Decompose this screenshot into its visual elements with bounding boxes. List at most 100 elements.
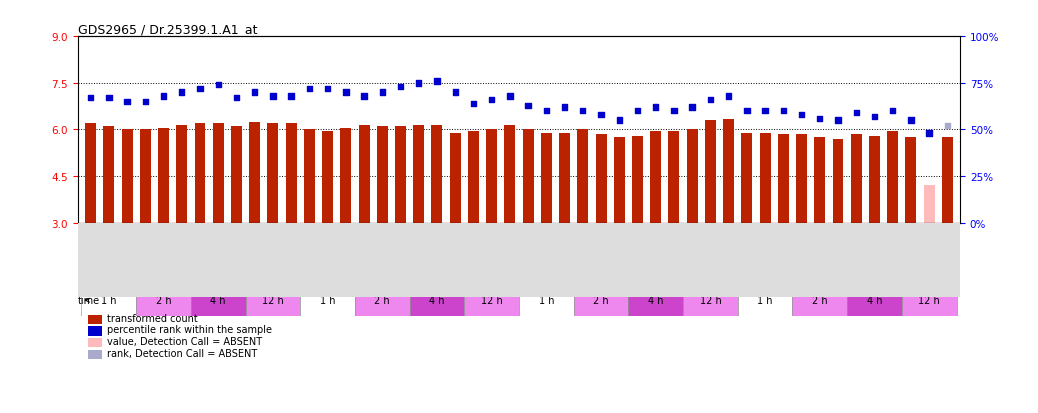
Bar	[85, 124, 97, 223]
Text: 2 h: 2 h	[594, 295, 609, 306]
Bar	[792, 285, 847, 316]
Point	[101, 95, 117, 102]
Point	[228, 95, 245, 102]
Text: rank, Detection Call = ABSENT: rank, Detection Call = ABSENT	[107, 348, 257, 358]
Text: GDS2965 / Dr.25399.1.A1_at: GDS2965 / Dr.25399.1.A1_at	[78, 23, 257, 36]
Bar	[668, 132, 680, 223]
Bar	[683, 285, 738, 316]
Point	[82, 95, 99, 102]
Bar	[905, 138, 917, 223]
Bar	[777, 135, 789, 223]
Point	[812, 116, 828, 122]
Text: percentile rank within the sample: percentile rank within the sample	[107, 325, 272, 335]
Bar	[304, 130, 315, 223]
Bar	[760, 133, 770, 223]
Point	[556, 104, 573, 111]
Bar	[191, 285, 246, 316]
Bar	[322, 132, 333, 223]
Bar	[705, 121, 716, 223]
Point	[210, 82, 226, 89]
Bar	[377, 127, 388, 223]
Text: 4 h: 4 h	[648, 295, 663, 306]
Text: TCDD: TCDD	[832, 264, 862, 275]
Text: 4 h: 4 h	[211, 295, 226, 306]
Point	[921, 131, 937, 137]
Point	[282, 93, 299, 100]
Point	[757, 108, 773, 115]
Bar	[687, 130, 698, 223]
Text: control for TCDD: control for TCDD	[585, 264, 672, 275]
Bar	[486, 130, 497, 223]
Point	[775, 108, 792, 115]
Bar	[395, 127, 406, 223]
Bar	[815, 138, 825, 223]
Point	[574, 108, 591, 115]
Point	[246, 90, 263, 96]
Bar	[432, 126, 442, 223]
Point	[739, 108, 756, 115]
Point	[939, 123, 956, 130]
Bar	[176, 126, 187, 223]
Bar	[632, 136, 643, 223]
Text: time: time	[78, 295, 101, 306]
Bar	[449, 133, 461, 223]
Text: 1 h: 1 h	[101, 295, 116, 306]
Text: 12 h: 12 h	[919, 295, 940, 306]
Point	[593, 112, 609, 119]
Point	[720, 93, 737, 100]
Point	[118, 99, 135, 106]
Point	[648, 104, 664, 111]
Bar	[574, 285, 628, 316]
Point	[848, 110, 865, 117]
Bar	[231, 127, 242, 223]
Bar	[464, 285, 519, 316]
Point	[173, 90, 190, 96]
Point	[465, 101, 482, 107]
Text: 12 h: 12 h	[481, 295, 502, 306]
Point	[337, 90, 354, 96]
Bar	[246, 285, 300, 316]
Point	[665, 108, 682, 115]
Text: 12 h: 12 h	[700, 295, 721, 306]
Bar	[340, 128, 351, 223]
Point	[156, 93, 172, 100]
Bar	[285, 124, 297, 223]
Bar	[741, 133, 753, 223]
Text: agent: agent	[78, 264, 107, 275]
Bar	[924, 186, 934, 223]
Text: transformed count: transformed count	[107, 313, 197, 323]
Point	[392, 84, 409, 91]
Text: 1 h: 1 h	[539, 295, 554, 306]
Bar	[140, 130, 151, 223]
Bar	[559, 133, 570, 223]
Bar	[902, 285, 956, 316]
Bar	[268, 124, 278, 223]
Bar	[519, 285, 574, 316]
Bar	[121, 130, 133, 223]
Bar	[832, 140, 844, 223]
Bar	[796, 135, 807, 223]
Bar	[851, 135, 862, 223]
Point	[301, 86, 318, 93]
Bar	[104, 127, 114, 223]
Bar	[650, 132, 661, 223]
Bar	[628, 285, 683, 316]
Bar	[355, 285, 410, 316]
Bar	[249, 122, 261, 223]
Bar	[613, 138, 625, 223]
Bar	[136, 285, 191, 316]
Bar	[358, 126, 370, 223]
Point	[501, 93, 518, 100]
Point	[137, 99, 154, 106]
Point	[611, 118, 628, 124]
Point	[429, 78, 445, 85]
Point	[702, 97, 718, 104]
Bar	[941, 138, 953, 223]
Point	[320, 86, 336, 93]
Point	[866, 114, 882, 121]
Text: 1 h: 1 h	[758, 295, 773, 306]
Point	[684, 104, 701, 111]
Point	[484, 97, 500, 104]
Bar	[723, 119, 734, 223]
Point	[356, 93, 373, 100]
